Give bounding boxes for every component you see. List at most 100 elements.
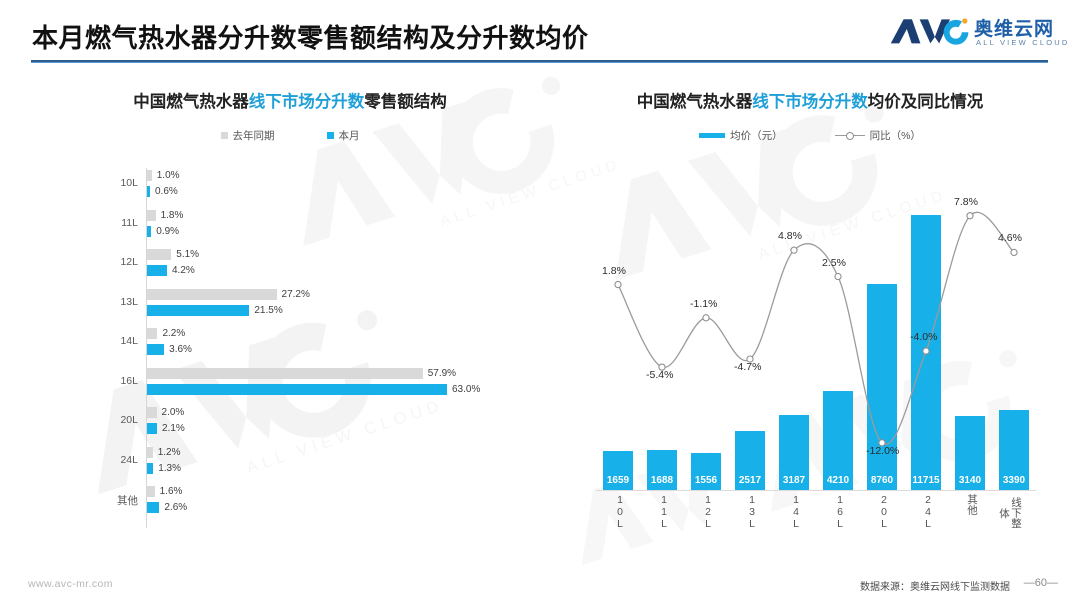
right-combo-plot: 1659 1688 1556 2517 3187 4210 8760 11715 3140 339…: [576, 160, 1048, 532]
bar[interactable]: [147, 170, 152, 181]
bar-group: 10L 1.0% 0.6%: [58, 168, 528, 202]
category-label: 其他: [117, 495, 138, 507]
bar[interactable]: [147, 367, 423, 379]
bar-value-label: 2.1%: [162, 423, 185, 434]
bar[interactable]: [147, 249, 172, 260]
bar[interactable]: [147, 423, 157, 434]
right-title-part-3: 均价及同比情况: [867, 93, 984, 111]
bar[interactable]: [147, 344, 165, 355]
legend-label-yoy: 同比（%）: [869, 130, 921, 142]
line-point[interactable]: [790, 246, 798, 254]
bar[interactable]: [147, 186, 150, 197]
left-chart-panel: 中国燃气热水器线下市场分升数零售额结构 去年同期 本月 10L 1.0% 0.6% 1…: [40, 80, 540, 550]
bar-row[interactable]: 27.2%: [147, 288, 310, 300]
x-category-label: 24L: [922, 494, 934, 530]
line-point[interactable]: [658, 363, 666, 371]
bar-row[interactable]: 2.2%: [147, 328, 185, 339]
line-point[interactable]: [966, 212, 974, 220]
legend-label-avg-price: 均价（元）: [730, 130, 783, 142]
left-title-part-3: 零售额结构: [364, 93, 447, 111]
right-chart-title: 中国燃气热水器线下市场分升数均价及同比情况: [560, 88, 1060, 112]
bar-group: 16L 57.9% 63.0%: [58, 366, 528, 400]
line-value-label: 1.8%: [602, 264, 626, 277]
bar-row[interactable]: 2.1%: [147, 423, 185, 434]
bar-value-label: 3.6%: [169, 344, 192, 355]
x-category-label: 其他: [966, 494, 978, 515]
yoy-line-series: [614, 212, 1018, 447]
line-point[interactable]: [746, 355, 754, 363]
line-point[interactable]: [922, 347, 930, 355]
bar-value-label: 5.1%: [176, 249, 200, 260]
bar-value-label: 2.0%: [161, 407, 185, 418]
bar-value-label: 1.8%: [160, 209, 184, 221]
bar[interactable]: [147, 265, 167, 276]
bar[interactable]: [147, 486, 155, 497]
logo-chinese-name: 奥维云网: [974, 19, 1055, 40]
legend-label-prev-year: 去年同期: [232, 130, 275, 142]
category-label: 13L: [120, 295, 138, 308]
bar-value-label: 4.2%: [172, 265, 195, 276]
bar-row[interactable]: 1.0%: [147, 170, 180, 181]
x-category-label: 20L: [878, 494, 890, 530]
bar[interactable]: [147, 209, 156, 221]
bar-value-label: 1.6%: [159, 486, 183, 497]
bar-row[interactable]: 4.2%: [147, 265, 195, 276]
bar[interactable]: [147, 328, 158, 339]
bar-row[interactable]: 2.0%: [147, 407, 184, 418]
bar-row[interactable]: 63.0%: [147, 383, 480, 395]
bar-group: 13L 27.2% 21.5%: [58, 287, 528, 321]
column-value-label: 8760: [870, 475, 894, 486]
bar-value-label: 1.0%: [156, 170, 180, 181]
legend-item-this-month[interactable]: 本月: [326, 128, 360, 143]
right-title-part-1: 中国燃气热水器: [636, 93, 753, 111]
legend-item-avg-price[interactable]: 均价（元）: [699, 128, 783, 143]
left-bar-plot: 10L 1.0% 0.6% 11L 1.8% 0.9% 12L 5.1% 4.2% 13L 27.2…: [58, 168, 528, 528]
legend-swatch-bar-icon: [699, 133, 726, 138]
bar-value-label: 57.9%: [427, 367, 457, 379]
header-divider: [31, 60, 1048, 63]
bar[interactable]: [147, 462, 154, 474]
bar-value-label: 2.6%: [164, 502, 188, 513]
bar[interactable]: [147, 446, 153, 458]
bar[interactable]: [147, 383, 447, 395]
legend-item-yoy[interactable]: 同比（%）: [834, 128, 921, 143]
bar-row[interactable]: 57.9%: [147, 367, 457, 379]
left-title-part-1: 中国燃气热水器: [133, 93, 249, 111]
bar-row[interactable]: 1.2%: [147, 446, 181, 458]
bar[interactable]: [147, 288, 277, 300]
line-point[interactable]: [834, 272, 842, 281]
legend-swatch-line-icon: [834, 131, 865, 140]
line-value-label: 4.8%: [778, 230, 802, 243]
bar-row[interactable]: 1.8%: [147, 209, 184, 221]
line-value-label: 7.8%: [954, 195, 978, 208]
right-title-part-2: 线下市场分升数: [752, 93, 868, 111]
line-value-label: 2.5%: [822, 256, 846, 269]
line-point[interactable]: [1010, 248, 1018, 257]
bar-row[interactable]: 0.6%: [147, 186, 178, 197]
bar-row[interactable]: 5.1%: [147, 249, 199, 260]
bar-row[interactable]: 21.5%: [147, 304, 283, 316]
line-value-label: -4.0%: [910, 331, 938, 344]
bar-value-label: 2.2%: [162, 328, 186, 339]
page-title: 本月燃气热水器分升数零售额结构及分升数均价: [32, 23, 589, 53]
left-chart-title: 中国燃气热水器线下市场分升数零售额结构: [40, 88, 540, 112]
bar-group: 24L 1.2% 1.3%: [58, 445, 528, 479]
bar-row[interactable]: 0.9%: [147, 225, 179, 237]
legend-item-prev-year[interactable]: 去年同期: [220, 128, 275, 143]
x-category-label: 11L: [658, 494, 670, 530]
bar-row[interactable]: 1.3%: [147, 462, 181, 474]
bar[interactable]: [147, 502, 160, 513]
column-bar[interactable]: [735, 430, 765, 490]
footer-page-number: —60—: [1023, 577, 1058, 589]
left-chart-legend: 去年同期 本月: [40, 128, 540, 143]
line-point[interactable]: [614, 280, 622, 289]
bar[interactable]: [147, 304, 250, 316]
bar-row[interactable]: 1.6%: [147, 486, 182, 497]
bar-row[interactable]: 2.6%: [147, 502, 187, 513]
footer-website[interactable]: www.avc-mr.com: [28, 578, 113, 590]
bar[interactable]: [147, 407, 157, 418]
x-category-label: 16L: [834, 494, 846, 530]
bar[interactable]: [147, 225, 152, 237]
bar-row[interactable]: 3.6%: [147, 344, 192, 355]
line-point[interactable]: [702, 314, 710, 322]
